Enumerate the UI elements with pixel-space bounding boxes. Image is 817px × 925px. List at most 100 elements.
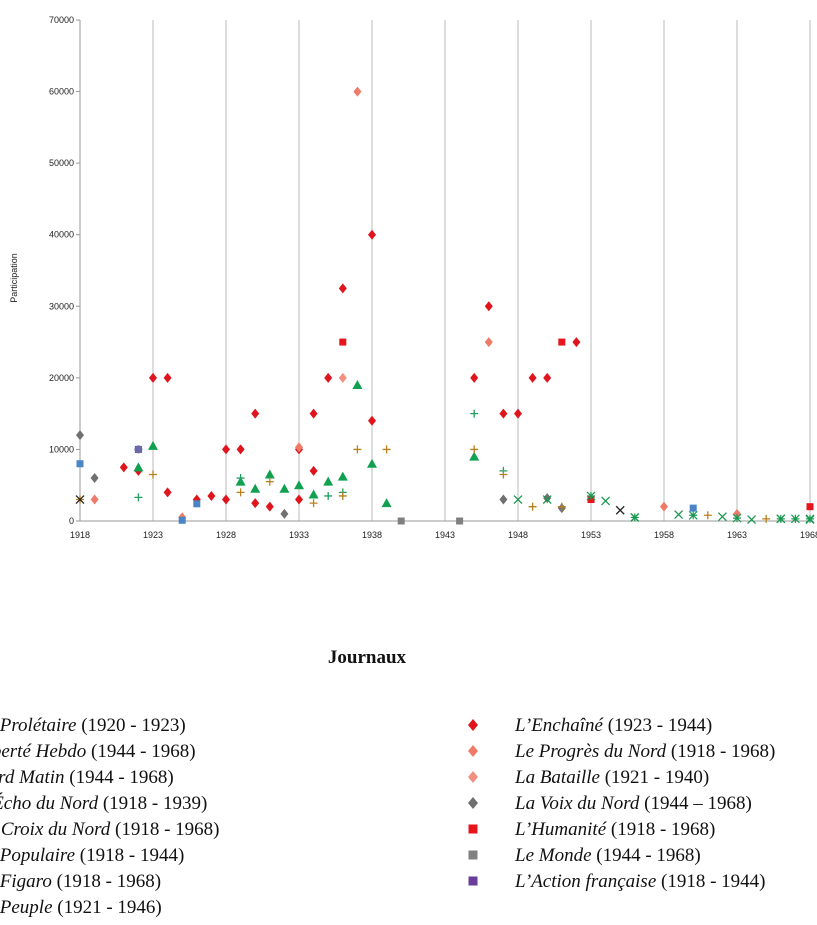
point [264,469,275,479]
point [762,514,771,523]
point [149,470,157,479]
point [222,444,230,455]
legend-label: La Croix du Nord (1918 - 1968) [0,819,220,840]
legend-label: Le Populaire (1918 - 1944) [0,845,184,866]
legend-label: L’Enchaîné (1923 - 1944) [514,715,712,736]
point [339,338,347,346]
point [542,495,552,504]
legend-label: L’Écho du Nord (1918 - 1939) [0,792,207,814]
legend-name: L’Enchaîné [514,715,605,736]
y-tick-label: 40000 [49,230,74,240]
legend-item: La Croix du Nord (1918 - 1968) [0,819,220,840]
point [251,498,260,509]
point [806,503,814,511]
point [468,824,478,834]
point [134,493,143,502]
point [280,508,289,519]
point [776,514,786,524]
legend-label: Le Peuple (1921 - 1946) [0,897,162,918]
legend-name: Liberté Hebdo [0,741,86,762]
legend-period: (1944 – 1968) [644,793,752,814]
point [236,444,245,455]
point [513,495,523,504]
legend-title: Journaux [328,647,407,668]
legend-name: Le Progrès du Nord [514,741,667,762]
point [470,409,479,418]
point [265,501,274,512]
point [76,430,84,441]
point [499,470,508,479]
legend-period: (1918 - 1944) [80,845,184,866]
point [368,229,376,240]
point [499,408,508,419]
point [323,476,334,486]
x-tick-label: 1923 [143,530,163,540]
legend-name: Nord Matin [0,767,65,788]
y-tick-label: 30000 [49,301,74,311]
legend-item: L’Humanité (1918 - 1968) [468,819,715,840]
point [337,471,348,481]
legend-item: La Voix du Nord (1944 – 1968) [468,793,752,814]
legend-period: (1923 - 1944) [608,715,712,736]
point [790,514,800,524]
point [468,745,478,757]
point [601,496,611,506]
point [805,514,815,524]
y-tick-label: 10000 [49,444,74,454]
point [528,372,537,383]
legend-name: La Voix du Nord [514,793,640,814]
legend-label: La Voix du Nord (1944 – 1968) [514,793,752,814]
y-tick-label: 50000 [49,158,74,168]
point [717,512,727,522]
point [193,500,201,508]
point [294,480,304,490]
point [353,445,362,454]
point [133,462,144,472]
point [586,491,596,501]
point [75,495,85,504]
point [630,512,640,522]
point [470,445,479,454]
y-tick-label: 70000 [49,15,74,25]
point [615,505,625,515]
point [557,502,566,511]
legend-item: Le Populaire (1918 - 1944) [0,845,184,866]
point [353,86,362,97]
point [265,477,274,486]
point [236,488,245,497]
point [309,465,318,476]
point [134,445,143,454]
point [295,442,303,453]
legend-name: Le Figaro [0,871,52,892]
legend-name: Le Prolétaire [0,715,76,736]
legend-item: L’Enchaîné (1923 - 1944) [468,715,712,736]
point [747,515,757,525]
point [397,517,405,525]
legend-item: L’Action française (1918 - 1944) [468,871,765,892]
legend-item: Le Progrès du Nord (1918 - 1968) [468,741,775,762]
point [352,380,363,390]
point [367,458,377,468]
legend-period: (1918 - 1968) [611,819,715,840]
legend-period: (1920 - 1923) [81,715,185,736]
point [76,460,84,468]
point [469,451,480,461]
point [572,337,581,348]
x-tick-label: 1948 [508,530,528,540]
point [382,445,391,454]
point [468,771,478,783]
legend-period: (1944 - 1968) [596,845,700,866]
x-tick-label: 1943 [435,530,455,540]
point [163,487,172,498]
point [514,408,522,419]
point [222,494,230,505]
point [295,494,303,505]
x-tick-label: 1958 [654,530,674,540]
y-axis-label: Participation [9,253,19,303]
point [324,491,333,500]
legend-name: L’Humanité [514,819,608,840]
point [90,494,99,505]
point [90,473,99,484]
legend-item: Le Peuple (1921 - 1946) [0,897,162,918]
legend-name: Le Peuple [0,897,53,918]
